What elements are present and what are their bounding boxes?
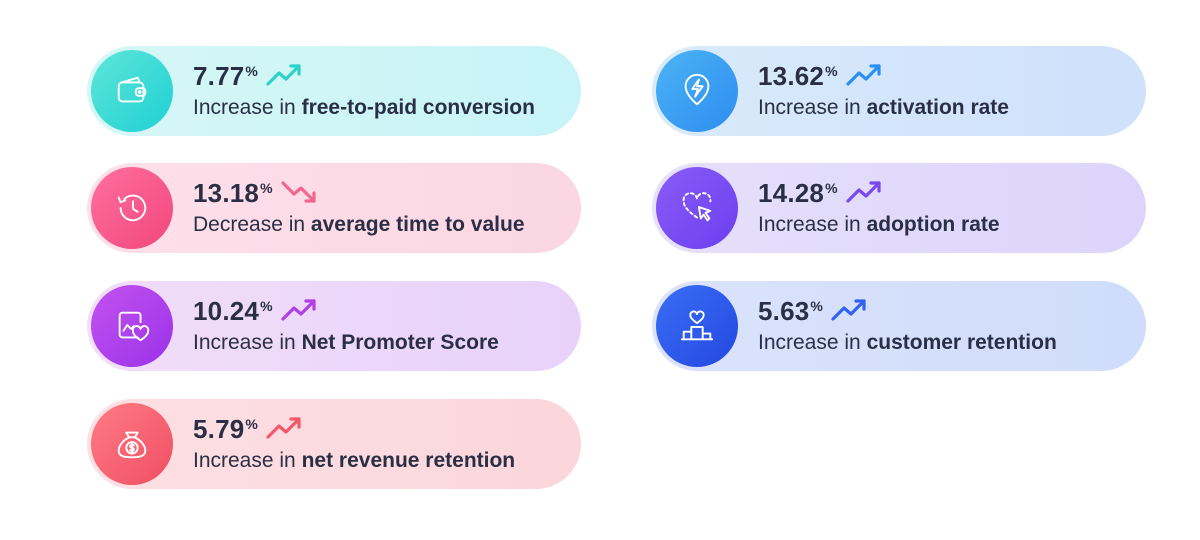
metric-card-activation: 13.62 % Increase in activation rate [652, 46, 1146, 136]
metric-description: Increase in free-to-paid conversion [193, 96, 535, 119]
money-bag-icon [91, 403, 173, 485]
metric-value: 10.24 [193, 296, 260, 326]
wallet-icon [91, 50, 173, 132]
metric-card-nps: 10.24 % Increase in Net Promoter Score [87, 281, 581, 371]
metric-value: 13.62 [758, 61, 825, 91]
metric-value: 14.28 [758, 178, 825, 208]
metric-description: Increase in Net Promoter Score [193, 331, 499, 354]
trend-up-icon [266, 64, 301, 86]
metric-value: 13.18 [193, 178, 260, 208]
metric-card-time-to-value: 13.18 % Decrease in average time to valu… [87, 163, 581, 253]
metric-unit: % [260, 298, 273, 314]
metric-description: Increase in activation rate [758, 96, 1009, 119]
history-clock-icon [91, 167, 173, 249]
metric-value: 5.63 [758, 296, 810, 326]
trend-up-icon [266, 417, 301, 439]
metric-unit: % [825, 180, 838, 196]
podium-heart-icon [656, 285, 738, 367]
metric-card-free-to-paid: 7.77 % Increase in free-to-paid conversi… [87, 46, 581, 136]
heart-cursor-icon [656, 167, 738, 249]
trend-up-icon [845, 181, 881, 203]
metric-description: Increase in adoption rate [758, 213, 1000, 236]
metric-card-customer-retention: 5.63 % Increase in customer retention [652, 281, 1146, 371]
metric-unit: % [245, 416, 258, 432]
metric-value: 7.77 [193, 61, 245, 91]
metric-description: Increase in customer retention [758, 331, 1057, 354]
metric-unit: % [245, 63, 258, 79]
trend-up-icon [280, 299, 316, 321]
metric-card-net-revenue-retention: 5.79 % Increase in net revenue retention [87, 399, 581, 489]
trend-up-icon [831, 299, 866, 321]
metric-unit: % [260, 180, 273, 196]
trend-down-icon [280, 181, 316, 203]
trend-up-icon [845, 64, 881, 86]
metric-unit: % [810, 298, 823, 314]
metric-card-adoption: 14.28 % Increase in adoption rate [652, 163, 1146, 253]
lightning-badge-icon [656, 50, 738, 132]
metric-value: 5.79 [193, 414, 245, 444]
metric-description: Increase in net revenue retention [193, 449, 516, 472]
metric-description: Decrease in average time to value [193, 213, 525, 236]
chart-heart-icon [91, 285, 173, 367]
metric-unit: % [825, 63, 838, 79]
